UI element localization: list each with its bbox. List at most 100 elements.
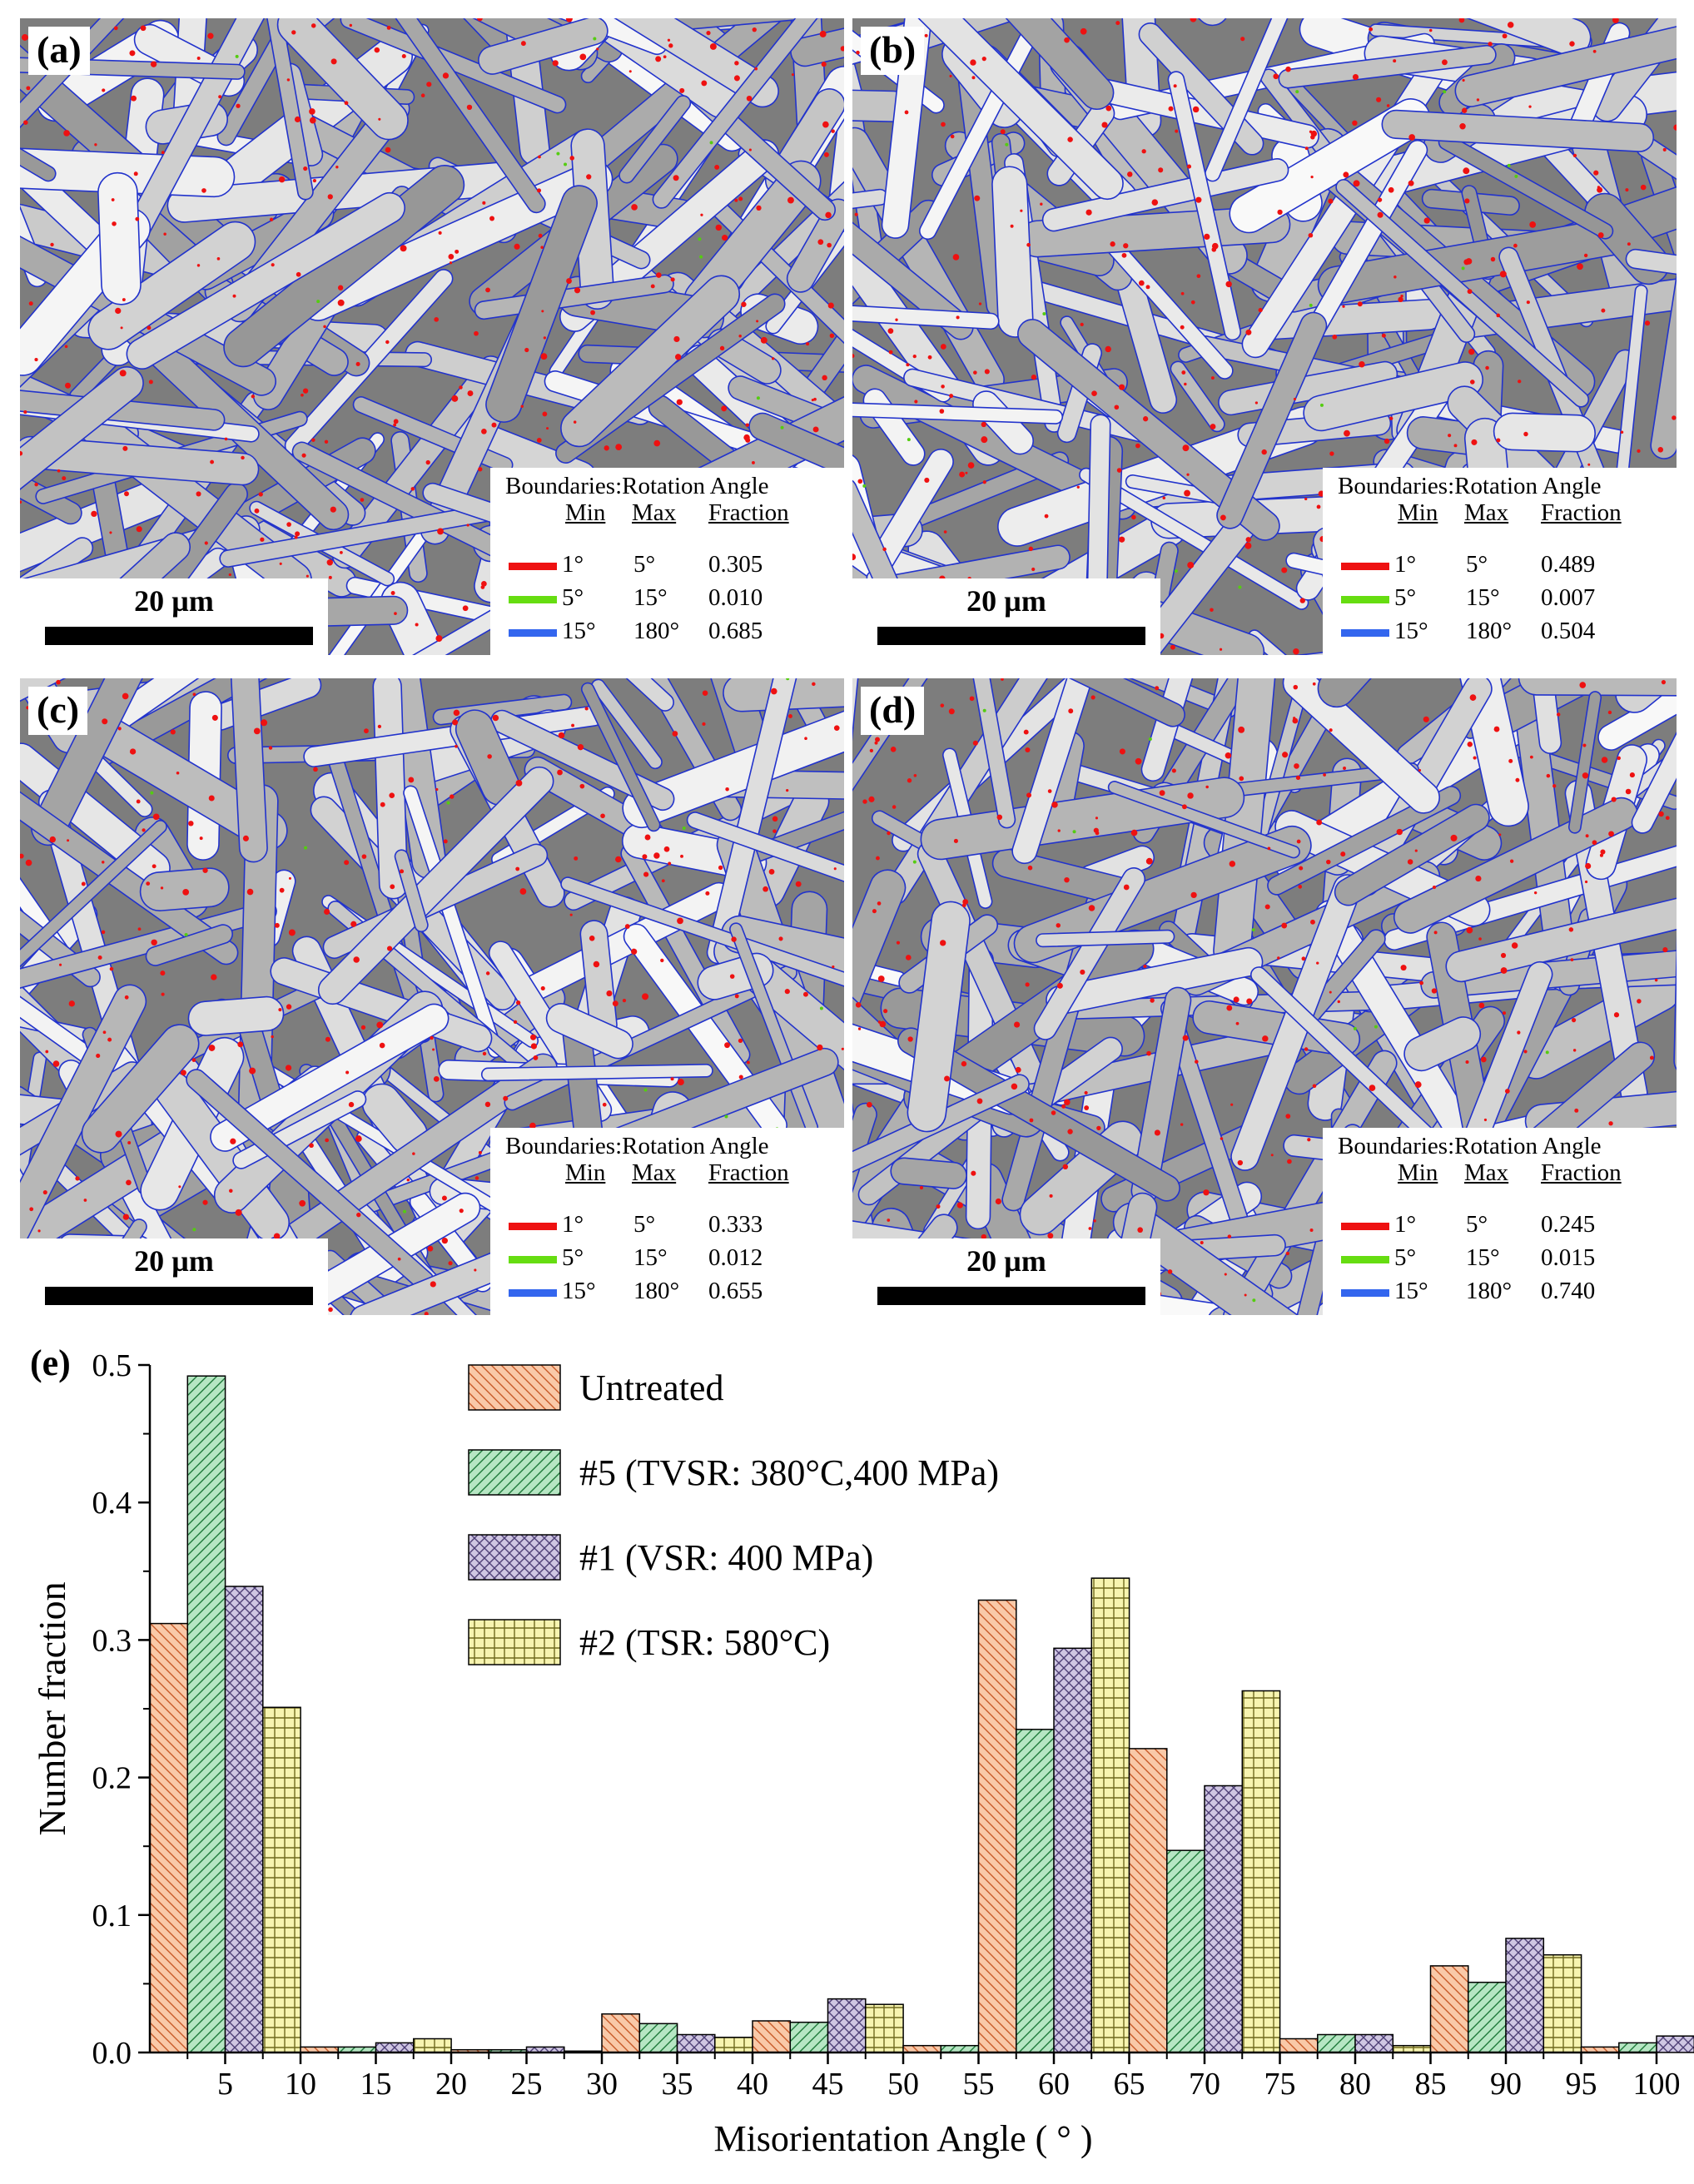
legend-col-min: Min <box>565 1159 606 1186</box>
legend-entry: #1 (VSR: 400 MPa) <box>579 1537 873 1578</box>
legend-max: 5° <box>1466 551 1488 578</box>
x-tick-label: 55 <box>963 2067 995 2102</box>
legend-fraction: 0.015 <box>1541 1244 1596 1271</box>
legend-col-min: Min <box>565 499 606 526</box>
legend-row: 1° 5° 0.245 <box>1323 1211 1677 1244</box>
y-axis-label: Number fraction <box>31 1581 73 1835</box>
y-tick-label: 0.2 <box>92 1761 132 1796</box>
bar <box>1354 2033 1394 2053</box>
x-tick-label: 100 <box>1633 2067 1681 2102</box>
bar <box>186 1375 226 2053</box>
x-tick-label: 10 <box>285 2067 316 2102</box>
legend-fraction: 0.245 <box>1541 1211 1596 1238</box>
x-tick-label: 80 <box>1339 2067 1371 2102</box>
legend-swatch <box>1341 563 1389 570</box>
legend-title: Boundaries:Rotation Angle <box>505 473 769 499</box>
ebsd-panel-b: (b) 20 µm Boundaries:Rotation Angle Min Ma… <box>852 18 1677 655</box>
legend-col-min: Min <box>1398 1159 1438 1186</box>
boundary-legend-d: Boundaries:Rotation Angle Min Max Fraction 1… <box>1323 1128 1677 1315</box>
bar <box>1128 1748 1168 2053</box>
legend-row: 5° 15° 0.015 <box>1323 1244 1677 1278</box>
legend-min: 15° <box>1394 1278 1428 1304</box>
bar <box>224 1586 264 2053</box>
legend-swatch <box>468 1534 561 1581</box>
boundary-legend-c: Boundaries:Rotation Angle Min Max Fraction 1… <box>490 1128 844 1315</box>
ebsd-panel-d: (d) 20 µm Boundaries:Rotation Angle Min Ma… <box>852 678 1677 1315</box>
legend-swatch <box>509 629 557 637</box>
legend-max: 180° <box>633 618 680 644</box>
legend-min: 15° <box>562 618 596 644</box>
y-tick-label: 0.3 <box>92 1623 132 1658</box>
micrograph-texture-a <box>20 18 844 655</box>
boundary-legend-b: Boundaries:Rotation Angle Min Max Fraction 1… <box>1323 468 1677 655</box>
legend-fraction: 0.504 <box>1541 618 1596 644</box>
legend-fraction: 0.010 <box>708 584 763 611</box>
legend-col-fraction: Fraction <box>708 1159 789 1186</box>
legend-swatch <box>468 1619 561 1665</box>
scale-bar-label-c: 20 µm <box>134 1244 214 1278</box>
bar <box>1053 1647 1093 2053</box>
legend-col-max: Max <box>1464 1159 1509 1186</box>
legend-swatch <box>1341 1223 1389 1230</box>
legend-max: 15° <box>633 1244 668 1271</box>
legend-entry: #2 (TSR: 580°C) <box>579 1622 830 1663</box>
legend-max: 5° <box>633 1211 656 1238</box>
scale-bar-d <box>877 1287 1145 1305</box>
legend-title: Boundaries:Rotation Angle <box>505 1133 769 1159</box>
x-tick-label: 60 <box>1038 2067 1070 2102</box>
panel-label-b: (b) <box>861 27 925 75</box>
x-axis-label: Misorientation Angle ( ° ) <box>713 2118 1092 2159</box>
legend-swatch <box>468 1364 561 1411</box>
x-tick-label: 95 <box>1566 2067 1597 2102</box>
x-tick-label: 75 <box>1264 2067 1296 2102</box>
bar <box>752 2020 792 2053</box>
scale-bar-box-b: 20 µm <box>852 578 1160 655</box>
legend-max: 180° <box>633 1278 680 1304</box>
legend-row: 15° 180° 0.740 <box>1323 1278 1677 1311</box>
x-tick-label: 40 <box>737 2067 768 2102</box>
legend-col-min: Min <box>1398 499 1438 526</box>
bar <box>827 1998 867 2053</box>
legend-min: 5° <box>562 584 584 611</box>
legend-row: 1° 5° 0.305 <box>490 551 844 584</box>
bar <box>676 2033 716 2053</box>
bar <box>1542 1953 1582 2053</box>
scale-bar-label-b: 20 µm <box>966 584 1046 618</box>
ebsd-panel-c: (c) 20 µm Boundaries:Rotation Angle Min Ma… <box>20 678 844 1315</box>
legend-entry: #5 (TVSR: 380°C,400 MPa) <box>579 1452 999 1493</box>
scale-bar-c <box>45 1287 313 1305</box>
bar <box>1317 2033 1356 2053</box>
legend-max: 5° <box>1466 1211 1488 1238</box>
scale-bar-box-d: 20 µm <box>852 1238 1160 1315</box>
legend-col-max: Max <box>632 1159 677 1186</box>
bar <box>1618 2042 1657 2053</box>
bar <box>149 1622 189 2053</box>
legend-swatch <box>509 596 557 603</box>
bar <box>1279 2038 1319 2053</box>
legend-col-fraction: Fraction <box>1541 1159 1622 1186</box>
legend-max: 180° <box>1466 1278 1513 1304</box>
x-tick-label: 30 <box>586 2067 618 2102</box>
legend-row: 5° 15° 0.012 <box>490 1244 844 1278</box>
bar <box>1166 1849 1205 2053</box>
bar <box>789 2021 829 2053</box>
legend-fraction: 0.012 <box>708 1244 763 1271</box>
x-tick-label: 15 <box>360 2067 392 2102</box>
legend-col-max: Max <box>1464 499 1509 526</box>
legend-fraction: 0.740 <box>1541 1278 1596 1304</box>
legend-swatch <box>1341 1289 1389 1297</box>
bars <box>149 1375 1694 2053</box>
bar <box>977 1599 1017 2053</box>
bar <box>413 2038 452 2053</box>
bar <box>1429 1965 1469 2053</box>
legend-min: 1° <box>562 1211 584 1238</box>
scale-bar-label-d: 20 µm <box>966 1244 1046 1278</box>
legend-max: 5° <box>633 551 656 578</box>
legend-col-fraction: Fraction <box>1541 499 1622 526</box>
legend-fraction: 0.333 <box>708 1211 763 1238</box>
legend-row: 15° 180° 0.685 <box>490 618 844 651</box>
bar <box>865 2003 904 2053</box>
legend-row: 1° 5° 0.333 <box>490 1211 844 1244</box>
x-tick-label: 50 <box>887 2067 919 2102</box>
legend-fraction: 0.007 <box>1541 584 1596 611</box>
